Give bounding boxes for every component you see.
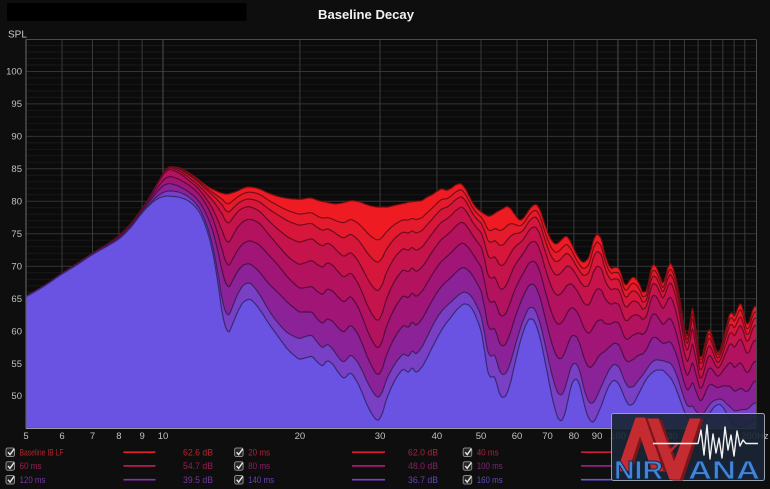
svg-text:60 ms: 60 ms <box>20 461 42 472</box>
svg-text:80: 80 <box>569 431 580 442</box>
svg-text:48.0 dB: 48.0 dB <box>408 461 438 472</box>
svg-text:100 ms: 100 ms <box>477 461 503 472</box>
svg-text:30: 30 <box>375 431 386 442</box>
svg-text:95: 95 <box>11 99 22 110</box>
svg-text:160 ms: 160 ms <box>477 475 503 486</box>
svg-text:NIR: NIR <box>614 457 663 485</box>
svg-text:55: 55 <box>11 359 22 370</box>
svg-text:8: 8 <box>116 431 121 442</box>
svg-text:40 ms: 40 ms <box>477 447 499 458</box>
svg-text:ANA: ANA <box>688 457 760 485</box>
svg-text:20: 20 <box>295 431 306 442</box>
svg-text:90: 90 <box>592 431 603 442</box>
svg-text:54.7 dB: 54.7 dB <box>183 461 213 472</box>
svg-text:36.7 dB: 36.7 dB <box>408 475 438 486</box>
svg-text:40: 40 <box>432 431 443 442</box>
svg-text:20 ms: 20 ms <box>248 447 270 458</box>
svg-text:62.6 dB: 62.6 dB <box>183 447 213 458</box>
svg-text:60: 60 <box>512 431 523 442</box>
svg-text:9: 9 <box>139 431 144 442</box>
svg-text:6: 6 <box>59 431 64 442</box>
svg-text:7: 7 <box>90 431 95 442</box>
svg-text:50: 50 <box>476 431 487 442</box>
svg-text:60: 60 <box>11 326 22 337</box>
svg-text:140 ms: 140 ms <box>248 475 274 486</box>
svg-text:Baseline IB LF: Baseline IB LF <box>20 447 64 458</box>
svg-text:70: 70 <box>542 431 553 442</box>
svg-text:10: 10 <box>158 431 169 442</box>
svg-text:120 ms: 120 ms <box>20 475 46 486</box>
svg-text:85: 85 <box>11 164 22 175</box>
svg-text:39.5 dB: 39.5 dB <box>183 475 213 486</box>
svg-text:SPL: SPL <box>8 30 27 41</box>
svg-text:70: 70 <box>11 261 22 272</box>
svg-text:65: 65 <box>11 294 22 305</box>
svg-text:50: 50 <box>11 391 22 402</box>
svg-text:90: 90 <box>11 132 22 143</box>
svg-text:100: 100 <box>6 67 22 78</box>
svg-text:5: 5 <box>23 431 28 442</box>
svg-text:Baseline Decay: Baseline Decay <box>318 7 415 22</box>
svg-text:80 ms: 80 ms <box>248 461 270 472</box>
svg-text:75: 75 <box>11 229 22 240</box>
svg-text:62.0 dB: 62.0 dB <box>408 447 438 458</box>
svg-text:80: 80 <box>11 197 22 208</box>
